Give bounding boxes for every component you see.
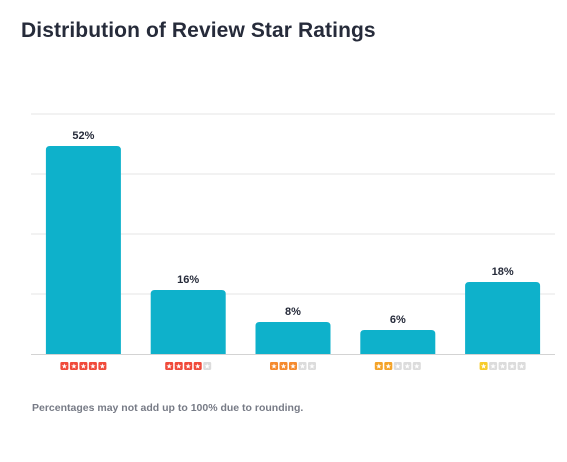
star-rating-2 [374, 362, 421, 370]
star-rating-3 [270, 362, 316, 370]
star-rating-5 [60, 362, 107, 370]
star-icon [499, 363, 506, 369]
star-icon [509, 363, 515, 369]
star-icon [490, 363, 496, 369]
star-rating-4 [165, 362, 212, 370]
star-icon [376, 363, 382, 369]
star-icon [309, 363, 315, 369]
star-icon [204, 363, 210, 369]
bars [45, 146, 541, 354]
star-icon [185, 363, 191, 369]
bar-4-star [150, 290, 226, 354]
value-labels: 52% 16% 8% 6% 18% [72, 130, 513, 326]
star-icon [518, 363, 525, 369]
star-icon [61, 363, 68, 369]
star-rating-1 [479, 362, 526, 370]
value-label: 18% [492, 266, 514, 278]
bar-1-star [465, 282, 541, 354]
star-icon [385, 363, 392, 369]
star-icon [404, 363, 411, 369]
bar-2-star [360, 330, 436, 354]
star-icon [80, 363, 87, 369]
star-icon [280, 363, 287, 369]
star-icon [271, 363, 277, 369]
star-icon [290, 363, 296, 369]
value-label: 52% [72, 130, 94, 142]
star-icon [395, 363, 401, 369]
star-icon [166, 363, 172, 369]
star-icon [90, 363, 96, 369]
star-icon [175, 363, 182, 369]
footnote: Percentages may not add up to 100% due t… [32, 402, 304, 414]
star-rating-axis [60, 362, 526, 370]
bar-5-star [45, 146, 121, 354]
star-icon [99, 363, 106, 369]
star-icon [299, 363, 306, 369]
bar-3-star [255, 322, 331, 354]
value-label: 6% [390, 314, 406, 326]
value-label: 8% [285, 306, 301, 318]
value-label: 16% [177, 274, 199, 286]
star-icon [71, 363, 77, 369]
chart-title: Distribution of Review Star Ratings [21, 19, 376, 42]
star-icon [414, 363, 420, 369]
star-icon [480, 363, 487, 369]
star-icon [194, 363, 201, 369]
